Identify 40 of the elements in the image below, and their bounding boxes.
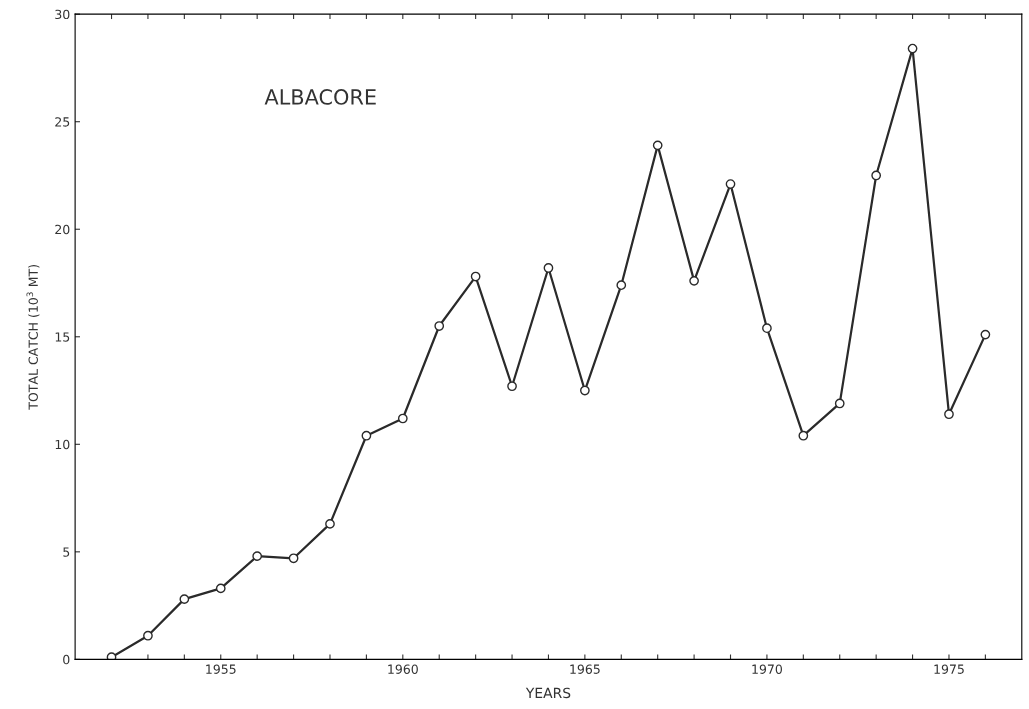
point xyxy=(143,630,153,641)
annotation: ALBACORE xyxy=(264,89,376,105)
point xyxy=(288,553,299,564)
point xyxy=(798,430,809,441)
point xyxy=(470,271,481,282)
x-tick-label: 1955 xyxy=(206,664,236,674)
y-axis-title: TOTAL CATCH (10$^{3}$ MT) xyxy=(26,265,40,410)
point xyxy=(944,409,954,420)
point xyxy=(580,385,590,396)
point xyxy=(434,321,445,331)
point xyxy=(725,179,736,189)
point xyxy=(616,280,627,291)
y-tick-label: 10 xyxy=(55,439,70,450)
y-tick-label: 20 xyxy=(55,224,70,235)
point xyxy=(361,430,372,441)
x-axis-title: YEARS xyxy=(525,687,571,699)
point xyxy=(689,275,699,286)
point xyxy=(834,398,845,409)
point xyxy=(325,519,335,529)
point xyxy=(762,323,772,334)
x-tick-label: 1965 xyxy=(570,664,600,674)
point xyxy=(543,263,554,273)
y-tick-label: 25 xyxy=(55,117,70,127)
point xyxy=(179,594,190,605)
point xyxy=(215,583,226,594)
y-tick-label: 15 xyxy=(55,332,70,342)
point xyxy=(507,381,517,392)
point xyxy=(980,329,991,340)
y-tick-label: 5 xyxy=(63,547,70,557)
point xyxy=(907,43,918,54)
point xyxy=(397,413,408,424)
point xyxy=(871,170,882,181)
point xyxy=(252,551,263,562)
y-tick-label: 30 xyxy=(55,9,70,20)
y-tick-label: 0 xyxy=(63,654,70,665)
point xyxy=(106,652,117,660)
point xyxy=(652,140,663,151)
x-tick-label: 1975 xyxy=(934,664,964,674)
x-tick-label: 1960 xyxy=(388,664,418,674)
x-tick-label: 1970 xyxy=(752,664,782,674)
